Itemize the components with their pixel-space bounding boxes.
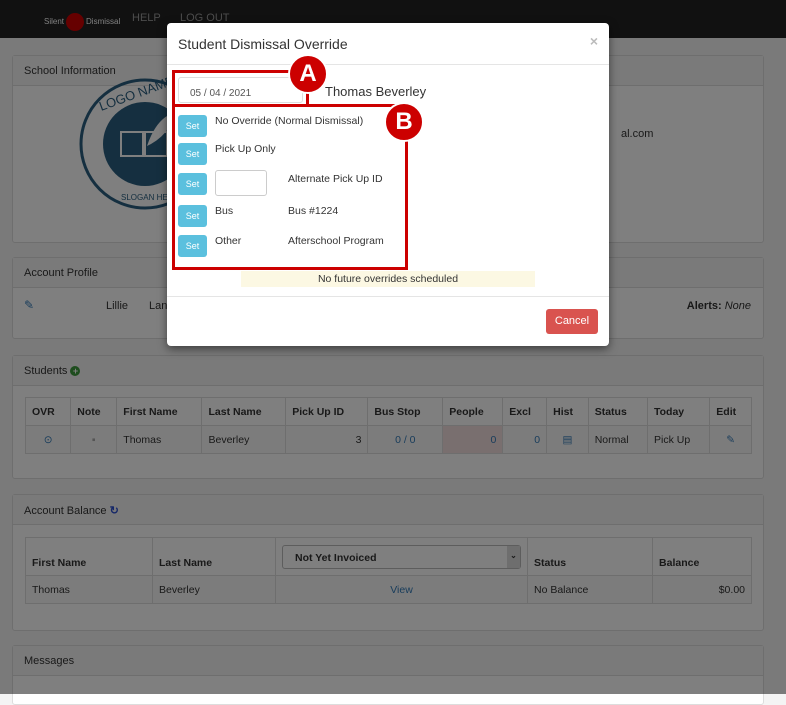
option-label: Pick Up Only	[215, 143, 276, 155]
override-modal: Student Dismissal Override × 05 / 04 / 2…	[167, 23, 609, 346]
annotation-box-b	[172, 104, 408, 270]
option-label: Bus	[215, 205, 234, 217]
option-label: Alternate Pick Up ID	[288, 173, 383, 185]
student-name: Thomas Beverley	[325, 84, 427, 99]
close-icon[interactable]: ×	[589, 33, 598, 49]
modal-title: Student Dismissal Override	[167, 23, 609, 65]
alternate-pickup-id-input[interactable]	[215, 170, 267, 196]
option-detail: Afterschool Program	[288, 235, 384, 247]
set-button[interactable]: Set	[178, 115, 207, 137]
overrides-notice: No future overrides scheduled	[241, 271, 535, 287]
set-button[interactable]: Set	[178, 173, 207, 195]
set-button[interactable]: Set	[178, 143, 207, 165]
option-label: Other	[215, 235, 242, 247]
cancel-button[interactable]: Cancel	[546, 309, 598, 334]
annotation-badge-b: B	[384, 102, 424, 142]
set-button[interactable]: Set	[178, 205, 207, 227]
set-button[interactable]: Set	[178, 235, 207, 257]
option-label: No Override (Normal Dismissal)	[215, 115, 364, 127]
modal-footer-divider	[167, 296, 609, 297]
option-detail: Bus #1224	[288, 205, 339, 217]
annotation-badge-a: A	[288, 54, 328, 94]
